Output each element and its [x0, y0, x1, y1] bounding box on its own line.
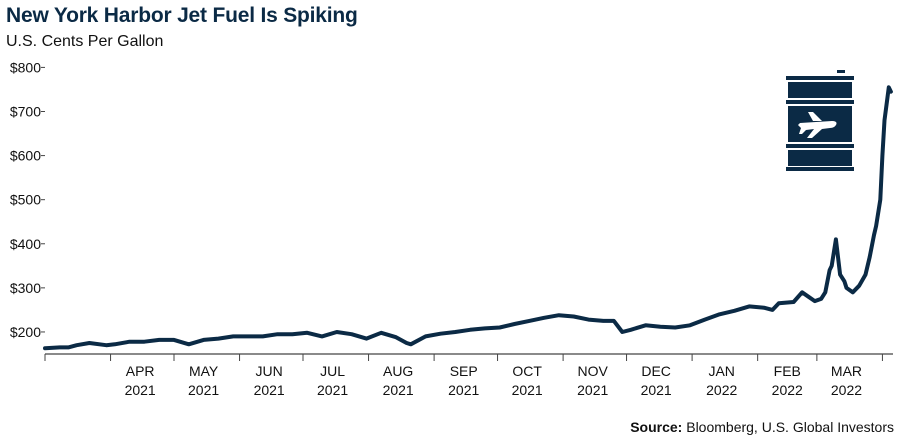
series-group: [43, 85, 893, 351]
chart-title: New York Harbor Jet Fuel Is Spiking: [6, 4, 358, 27]
x-tick-label-month: MAR: [831, 363, 862, 379]
x-tick-label-year: 2021: [383, 382, 414, 398]
x-tick-label-year: 2021: [125, 382, 156, 398]
y-tick-label: $200: [10, 324, 41, 340]
x-tick-label-month: SEP: [450, 363, 478, 379]
source-text: Bloomberg, U.S. Global Investors: [682, 419, 894, 435]
x-tick-label-year: 2021: [317, 382, 348, 398]
source-note: Source: Bloomberg, U.S. Global Investors: [630, 419, 894, 435]
x-tick-label-month: FEB: [774, 363, 801, 379]
x-tick-label-year: 2021: [577, 382, 608, 398]
x-tick-label-year: 2022: [831, 382, 862, 398]
y-tick-label: $700: [10, 104, 41, 120]
series-line-jet-fuel: [43, 85, 893, 351]
y-axis: $200 $300 $400 $500 $600 $700 $800: [10, 59, 45, 340]
source-label: Source:: [630, 419, 683, 435]
chart-subtitle: U.S. Cents Per Gallon: [6, 33, 164, 50]
x-tick-label-year: 2021: [641, 382, 672, 398]
x-tick-label-month: MAY: [189, 363, 219, 379]
x-tick-label-year: 2022: [772, 382, 803, 398]
x-axis: APR 2021 MAY 2021 JUN 2021 JUL 2021 AUG 2021 SEP 20…: [44, 353, 893, 398]
x-tick-label-month: JUL: [320, 363, 345, 379]
y-tick-label: $400: [10, 236, 41, 252]
y-tick-label: $600: [10, 148, 41, 164]
x-tick-label-month: AUG: [383, 363, 413, 379]
jet-fuel-barrel-icon: [786, 70, 854, 171]
y-tick-label: $500: [10, 192, 41, 208]
x-tick-label-month: DEC: [641, 363, 671, 379]
y-tick-label: $800: [10, 59, 41, 75]
x-tick-label-year: 2021: [448, 382, 479, 398]
x-tick-label-year: 2021: [254, 382, 285, 398]
y-tick-label: $300: [10, 280, 41, 296]
x-tick-label-month: JAN: [708, 363, 734, 379]
x-tick-label-year: 2022: [706, 382, 737, 398]
x-tick-label-month: NOV: [578, 363, 609, 379]
x-tick-label-year: 2021: [188, 382, 219, 398]
x-tick-label-year: 2021: [512, 382, 543, 398]
x-tick-label-month: JUN: [256, 363, 283, 379]
x-tick-label-month: OCT: [512, 363, 542, 379]
x-tick-label-month: APR: [126, 363, 155, 379]
